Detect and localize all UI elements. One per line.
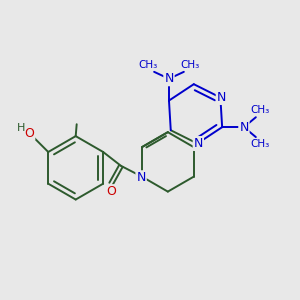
Text: N: N [239, 121, 249, 134]
Text: CH₃: CH₃ [250, 105, 269, 115]
Text: O: O [106, 185, 116, 198]
Text: CH₃: CH₃ [250, 139, 269, 149]
Text: CH₃: CH₃ [180, 60, 200, 70]
Text: CH₃: CH₃ [139, 60, 158, 70]
Text: N: N [136, 171, 146, 184]
Text: O: O [25, 127, 34, 140]
Text: N: N [194, 137, 203, 150]
Text: N: N [217, 91, 226, 104]
Text: H: H [17, 123, 26, 133]
Text: N: N [164, 72, 174, 85]
